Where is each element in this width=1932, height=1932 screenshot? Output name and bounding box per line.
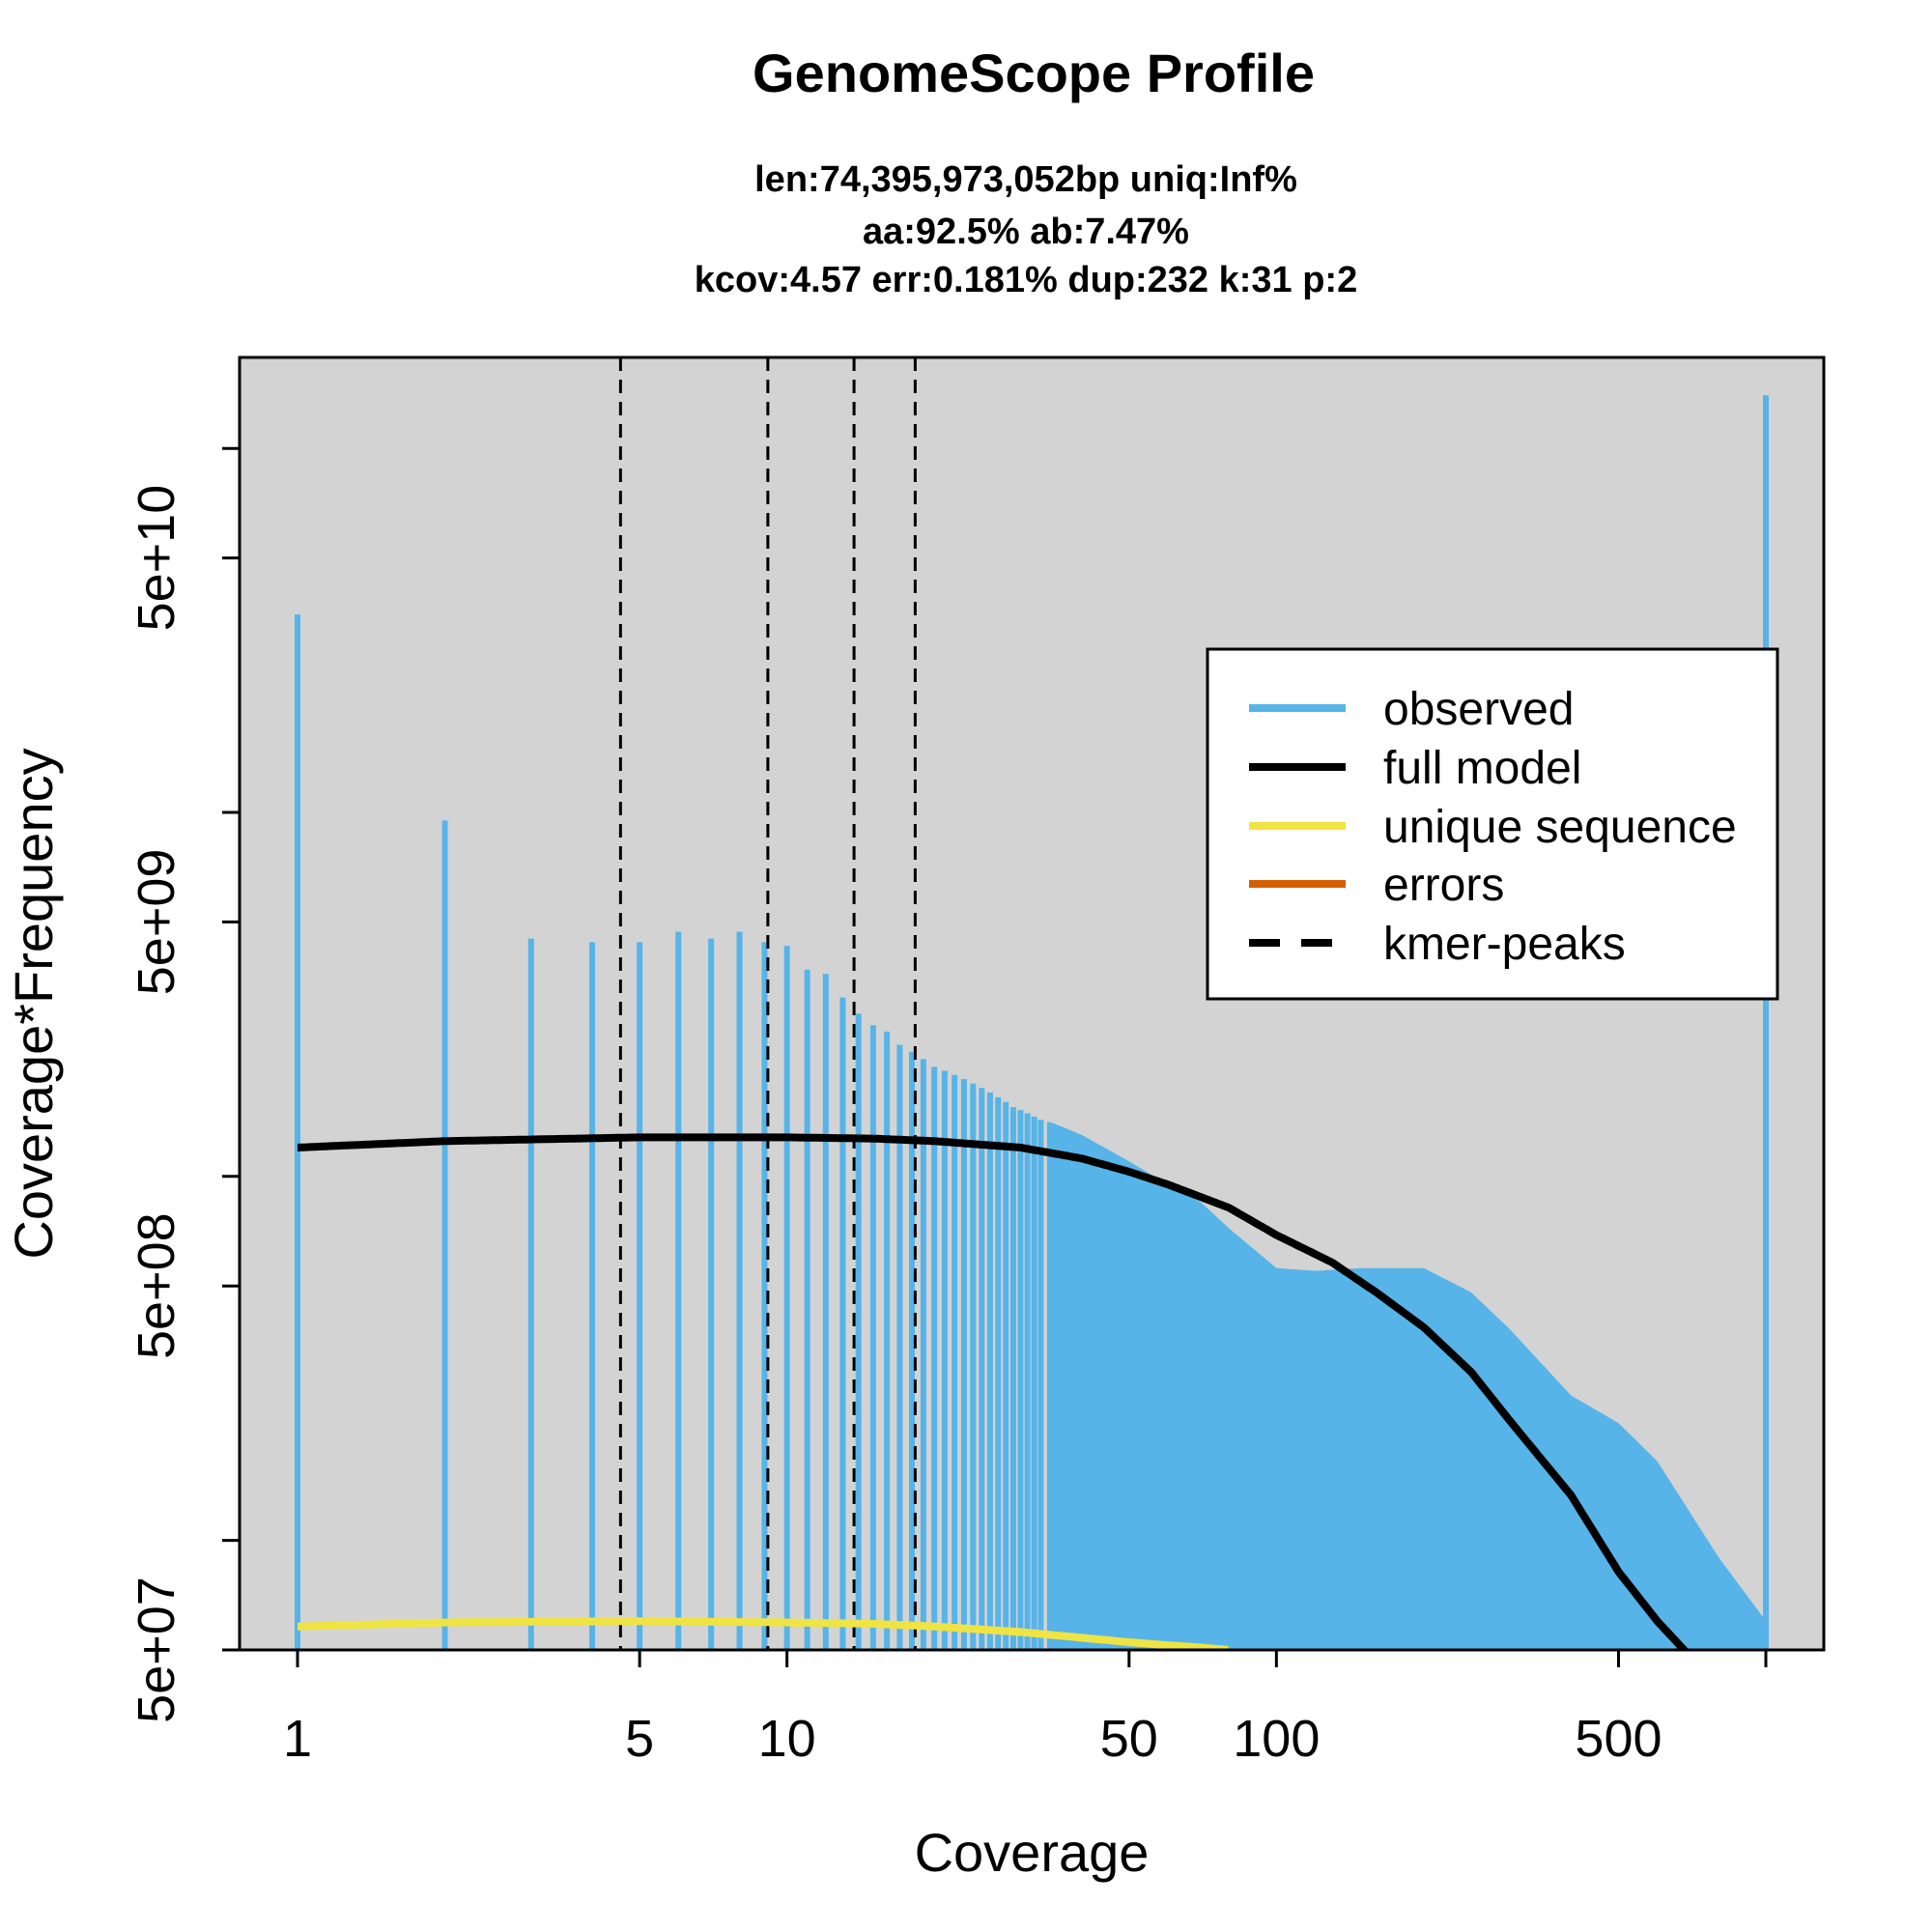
y-axis: 5e+07 5e+08 5e+09 5e+10 — [128, 446, 242, 1723]
x-tick-label: 50 — [1100, 1710, 1158, 1768]
x-tick-label: 500 — [1575, 1710, 1662, 1768]
legend-label-kmer-peaks: kmer-peaks — [1383, 919, 1626, 970]
x-axis-label: Coverage — [915, 1822, 1150, 1883]
x-tick-label: 100 — [1233, 1710, 1320, 1768]
y-axis-label: Coverage*Frequency — [3, 748, 64, 1259]
chart-subtitle-line-3: kcov:4.57 err:0.181% dup:232 k:31 p:2 — [695, 260, 1357, 300]
y-tick-label: 5e+09 — [128, 849, 185, 996]
y-tick-label: 5e+08 — [128, 1212, 185, 1359]
y-tick-label: 5e+10 — [128, 485, 185, 632]
kmer-peaks-series — [618, 357, 917, 1650]
chart-subtitle-line-2: aa:92.5% ab:7.47% — [863, 212, 1189, 252]
legend: observed full model unique sequence erro… — [1206, 647, 1779, 1001]
legend-label-observed: observed — [1383, 684, 1574, 735]
legend-label-errors: errors — [1383, 860, 1504, 911]
model-series — [298, 1133, 1690, 1650]
x-tick-label: 5 — [625, 1710, 654, 1768]
x-tick-label: 10 — [758, 1710, 816, 1768]
x-tick-label: 1 — [283, 1710, 312, 1768]
full-model-line — [298, 1133, 1690, 1650]
chart-title: GenomeScope Profile — [753, 43, 1315, 103]
unique-sequence-line — [298, 1617, 1229, 1650]
chart-subtitle-line-1: len:74,395,973,052bp uniq:Inf% — [754, 159, 1297, 200]
legend-label-full-model: full model — [1383, 743, 1581, 794]
legend-label-unique-sequence: unique sequence — [1383, 802, 1737, 853]
x-axis: 1 5 10 50 100 500 — [283, 1648, 1768, 1768]
y-tick-label: 5e+07 — [128, 1577, 185, 1723]
